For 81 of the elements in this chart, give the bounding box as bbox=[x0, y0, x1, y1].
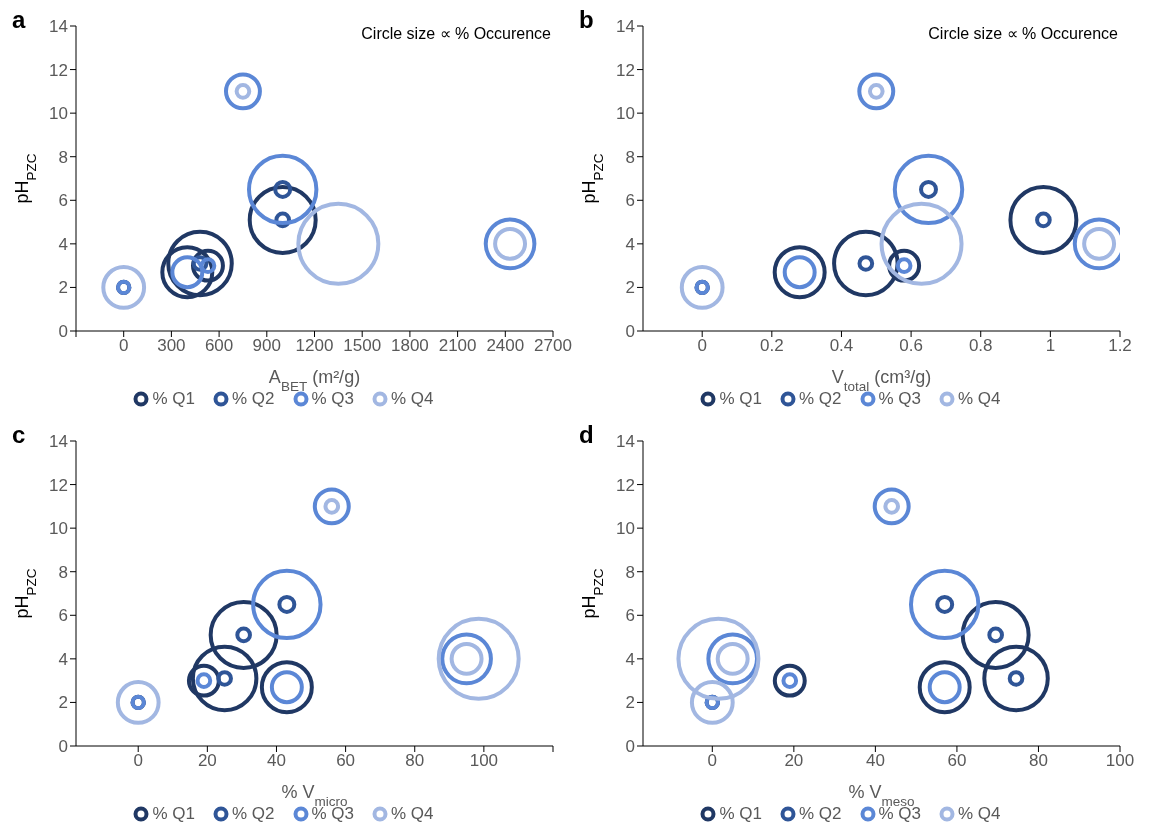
legend-label: % Q2 bbox=[231, 389, 275, 409]
chart-title: a bbox=[12, 6, 26, 34]
x-tick-label: 0 bbox=[697, 336, 707, 356]
x-tick-label: 2100 bbox=[438, 336, 477, 356]
y-tick-label: 2 bbox=[58, 693, 68, 713]
chart-title: d bbox=[579, 421, 594, 449]
x-tick-label: 1 bbox=[1045, 336, 1056, 356]
legend-label: % Q2 bbox=[231, 804, 275, 824]
y-tick-label: 10 bbox=[49, 519, 68, 539]
y-tick-label: 2 bbox=[625, 693, 635, 713]
x-tick-label: 1200 bbox=[295, 336, 334, 356]
legend-label: % Q3 bbox=[878, 389, 922, 409]
y-tick-label: 4 bbox=[625, 234, 635, 254]
chart-title: c bbox=[12, 421, 26, 449]
y-tick-label: 14 bbox=[616, 432, 635, 452]
x-tick-label: 0 bbox=[133, 751, 143, 771]
y-tick-label: 6 bbox=[58, 191, 68, 211]
x-tick-label: 0.2 bbox=[760, 336, 784, 356]
legend-label: % Q1 bbox=[152, 804, 195, 824]
x-tick-label: 0 bbox=[707, 751, 718, 771]
y-tick-label: 12 bbox=[49, 60, 68, 80]
y-tick-label: 0 bbox=[625, 737, 635, 757]
y-tick-label: 8 bbox=[58, 562, 68, 582]
x-tick-label: 900 bbox=[252, 336, 281, 356]
y-tick-label: 0 bbox=[58, 737, 68, 757]
y-tick-label: 10 bbox=[49, 104, 68, 124]
y-tick-label: 10 bbox=[616, 104, 635, 124]
y-tick-label: 2 bbox=[625, 278, 635, 298]
x-tick-label: 100 bbox=[1105, 751, 1135, 771]
y-tick-label: 6 bbox=[625, 606, 635, 626]
y-tick-label: 4 bbox=[625, 649, 635, 669]
y-tick-label: 4 bbox=[58, 649, 68, 669]
legend-label: % Q4 bbox=[391, 804, 434, 824]
legend-label: % Q3 bbox=[311, 389, 355, 409]
y-tick-label: 8 bbox=[625, 562, 635, 582]
y-tick-label: 0 bbox=[58, 322, 68, 342]
y-tick-label: 14 bbox=[616, 17, 635, 37]
legend-label: % Q4 bbox=[391, 389, 434, 409]
y-tick-label: 8 bbox=[625, 147, 635, 167]
x-tick-label: 1800 bbox=[390, 336, 429, 356]
y-tick-label: 6 bbox=[625, 191, 635, 211]
legend-label: % Q1 bbox=[152, 389, 195, 409]
x-tick-label: 0.4 bbox=[829, 336, 854, 356]
y-tick-label: 0 bbox=[625, 322, 635, 342]
x-tick-label: 100 bbox=[469, 751, 499, 771]
x-tick-label: 0.8 bbox=[968, 336, 993, 356]
x-tick-label: 2400 bbox=[486, 336, 525, 356]
legend-label: % Q4 bbox=[958, 389, 1001, 409]
y-tick-label: 14 bbox=[49, 432, 68, 452]
x-tick-label: 1500 bbox=[343, 336, 382, 356]
x-tick-label: 20 bbox=[784, 751, 804, 771]
legend-label: % Q4 bbox=[958, 804, 1001, 824]
x-tick-label: 60 bbox=[947, 751, 967, 771]
x-tick-label: 80 bbox=[405, 751, 425, 771]
x-tick-label: 2700 bbox=[534, 336, 572, 356]
chart-title: b bbox=[579, 6, 594, 34]
y-tick-label: 2 bbox=[58, 278, 68, 298]
x-tick-label: 0 bbox=[118, 336, 129, 356]
x-tick-label: 300 bbox=[157, 336, 186, 356]
x-tick-label: 60 bbox=[336, 751, 356, 771]
legend-label: % Q1 bbox=[719, 804, 762, 824]
y-tick-label: 12 bbox=[616, 475, 635, 495]
legend-label: % Q2 bbox=[798, 804, 842, 824]
y-tick-label: 4 bbox=[58, 234, 68, 254]
x-tick-label: 1.2 bbox=[1108, 336, 1132, 356]
x-tick-label: 40 bbox=[267, 751, 286, 771]
y-tick-label: 12 bbox=[49, 475, 68, 495]
y-tick-label: 10 bbox=[616, 519, 635, 539]
x-tick-label: 0.6 bbox=[899, 336, 923, 356]
x-tick-label: 80 bbox=[1029, 751, 1048, 771]
y-tick-label: 6 bbox=[58, 606, 68, 626]
legend-label: % Q2 bbox=[798, 389, 842, 409]
x-tick-label: 40 bbox=[865, 751, 885, 771]
annotation: Circle size ∝ % Occurence bbox=[361, 24, 551, 43]
annotation: Circle size ∝ % Occurence bbox=[928, 24, 1118, 43]
y-tick-label: 12 bbox=[616, 60, 635, 80]
x-tick-label: 20 bbox=[197, 751, 217, 771]
legend-label: % Q1 bbox=[719, 389, 762, 409]
x-tick-label: 600 bbox=[204, 336, 234, 356]
y-tick-label: 8 bbox=[58, 147, 68, 167]
y-tick-label: 14 bbox=[49, 17, 68, 37]
